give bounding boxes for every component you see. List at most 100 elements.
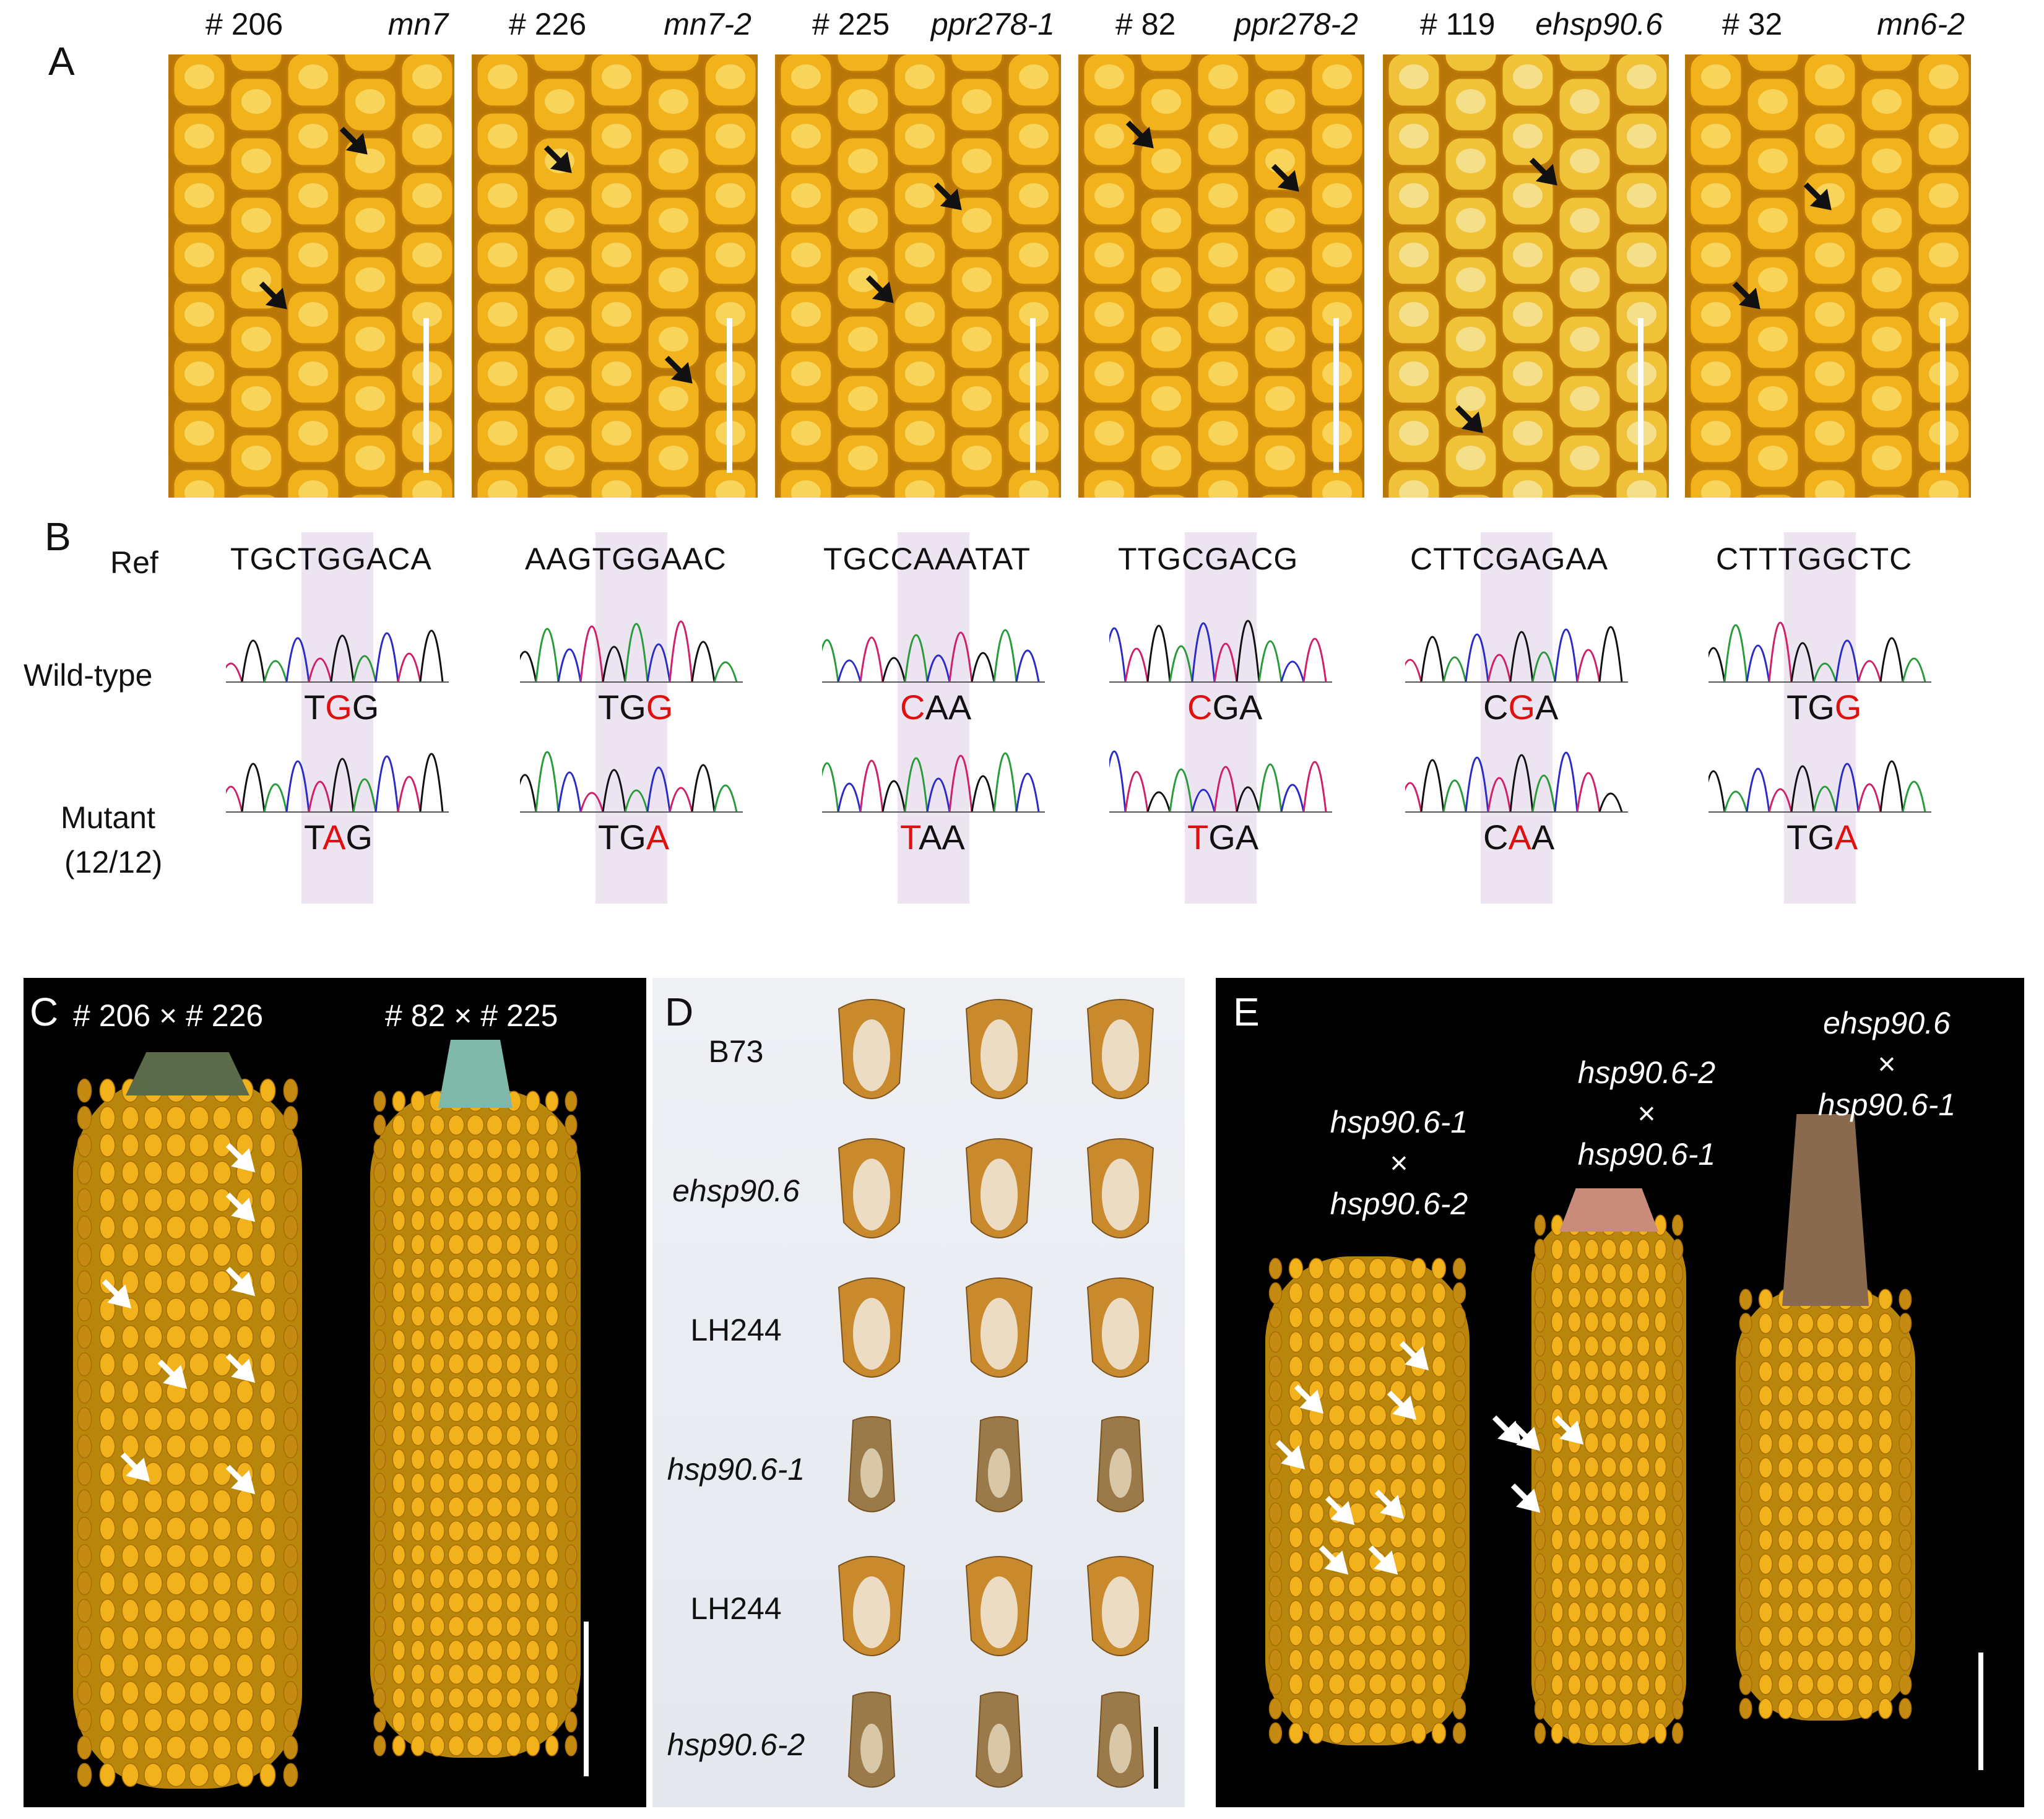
ear-tip [126,1052,249,1095]
kernel [1328,1575,1346,1597]
kernel [1368,1404,1387,1427]
kernel-cap [184,302,214,327]
kernel [410,1353,426,1375]
kernel-cap [488,421,517,446]
kernel [1618,1311,1634,1333]
kernel [121,1680,139,1705]
kernel [525,1687,540,1709]
kernel-cap [184,243,214,267]
kernel [506,1329,522,1350]
kernel [1739,1457,1752,1479]
kernel [429,1592,445,1614]
kernel [1671,1214,1684,1236]
kernel [1567,1335,1582,1357]
mutant-chromatogram [226,753,449,813]
kernel [1328,1453,1346,1476]
kernel [486,1640,503,1661]
kernel [77,1653,92,1678]
kernel [1796,1481,1814,1503]
kernel-cap [1872,446,1902,470]
kernel [1551,1698,1564,1720]
kernel [448,1186,465,1208]
kernel [1584,1263,1600,1284]
kernel [283,1489,298,1513]
kernel [565,1520,578,1542]
kernel [1584,1674,1600,1696]
kernel-cap [298,302,328,327]
kernel-cap [1701,124,1731,149]
kernel [466,1186,485,1208]
trace-peak [1531,651,1556,683]
kernel [1584,1384,1600,1406]
kernel [448,1640,465,1661]
kernel [565,1640,578,1661]
kernel-cap [1570,267,1600,292]
kernel [429,1305,445,1327]
kernel [373,1377,386,1399]
kernel [486,1568,503,1589]
kernel [1567,1625,1582,1648]
kernel [1899,1601,1912,1623]
kernel-cap [659,386,688,411]
kernel [1636,1456,1650,1478]
kernel-cap [1570,446,1600,470]
mutant-codon: TGA [598,817,669,857]
trace-peak [1708,647,1726,683]
kernel [1857,1385,1874,1407]
kernel [1636,1432,1650,1454]
kernel [1308,1355,1325,1378]
kernel-cap [412,302,442,327]
kernel-cap [1815,480,1845,498]
kernel [1837,1578,1855,1599]
kernel [1389,1698,1407,1720]
kernel [486,1377,503,1399]
trace-peak [1280,784,1305,813]
kernel [1348,1331,1367,1353]
codon-base: C [1187,688,1213,727]
kernel-photo [838,999,906,1099]
kernel [1389,1282,1407,1304]
kernel [1899,1625,1912,1647]
kernel [343,54,397,73]
kernel [448,1114,465,1136]
kernel-cap [1399,64,1429,89]
kernel-photo [1086,1556,1154,1656]
kernel [506,1138,522,1160]
kernel [1899,1505,1912,1527]
trace-peak [1857,660,1882,683]
mutant-chromatogram [1109,750,1332,813]
kernel [1654,1238,1667,1260]
panel-c-ears [73,1040,589,1789]
kernel-photo [965,999,1033,1099]
kernel [1268,1453,1283,1476]
kernel-cap [355,386,385,411]
kernel [1328,1282,1346,1304]
kernel [259,1106,276,1130]
trace-peak [948,754,973,813]
kernel-cap [298,183,328,208]
kernel [1796,1649,1814,1671]
kernel [410,1448,426,1470]
trace-peak [1746,767,1770,813]
kernel-cap [962,267,992,292]
kernel [1777,1578,1794,1599]
mutant-codon: TAA [900,817,965,857]
kernel [1618,1722,1634,1744]
kernel [392,1425,406,1446]
kernel [1860,54,1914,73]
kernel [392,1687,406,1709]
kernel [1452,1331,1466,1353]
kernel-cap [905,243,935,267]
kernel [99,1324,116,1349]
wildtype-chromatogram [1708,621,1931,683]
kernel-cap [298,64,328,89]
kernel [1671,1601,1684,1623]
kernel [77,1188,92,1212]
kernel [448,1234,465,1255]
trace-peak [822,762,839,813]
kernel-cap [1151,327,1181,352]
kernel [121,1653,139,1678]
kernel-cap [1094,124,1124,149]
kernel-cap [1758,386,1788,411]
kernel [1816,1313,1835,1334]
